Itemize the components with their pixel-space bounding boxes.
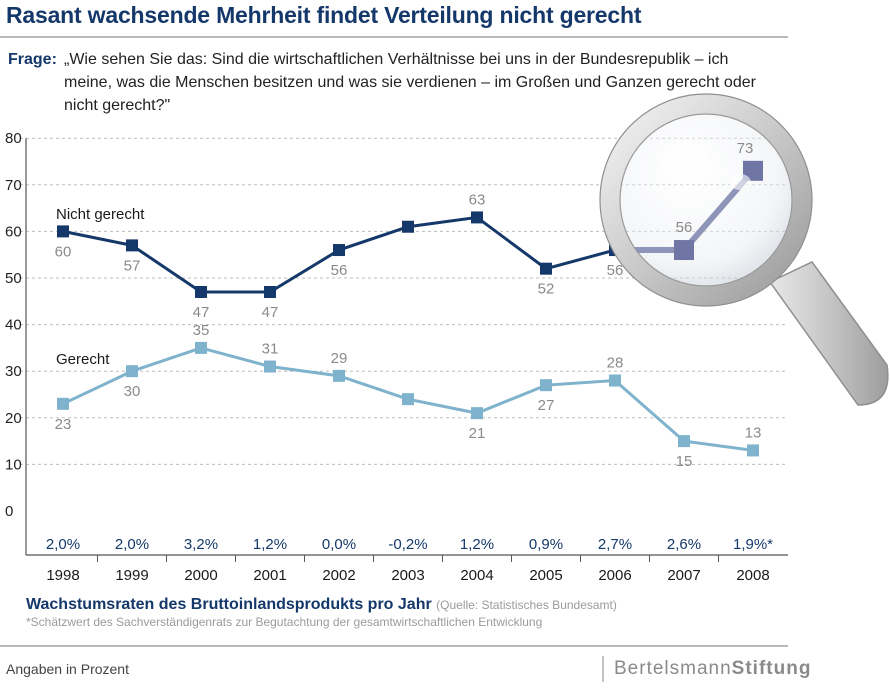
data-label: 63: [469, 191, 486, 208]
magnified-data-label: 56: [676, 219, 693, 236]
brand-logo: BertelsmannStiftung: [602, 656, 811, 682]
series-name-label: Gerecht: [56, 351, 110, 368]
growth-rate-label: 0,0%: [322, 536, 356, 553]
data-point: [195, 285, 207, 298]
x-tick-label: 1998: [46, 567, 79, 584]
data-label: 60: [55, 243, 72, 260]
footer-rule: [0, 645, 788, 647]
data-label: 47: [193, 304, 210, 321]
y-tick-label: 20: [5, 410, 22, 427]
page-title: Rasant wachsende Mehrheit findet Verteil…: [6, 2, 642, 28]
growth-rate-label: -0,2%: [388, 536, 427, 553]
data-point: [678, 435, 690, 448]
data-point: [747, 444, 759, 457]
x-tick-label: 2007: [667, 567, 700, 584]
data-label: 29: [331, 350, 348, 367]
brand-bold: Stiftung: [731, 658, 812, 679]
data-label: 13: [745, 424, 762, 441]
x-tick-label: 2003: [391, 567, 424, 584]
x-tick-label: 1999: [115, 567, 148, 584]
data-point: [195, 341, 207, 354]
y-tick-label: 30: [5, 363, 22, 380]
y-tick-label: 60: [5, 223, 22, 240]
growth-rate-label: 2,0%: [115, 536, 149, 553]
y-tick-label: 10: [5, 456, 22, 473]
data-point: [609, 374, 621, 387]
title-rule: [0, 36, 788, 38]
data-label: 52: [538, 281, 555, 298]
data-label: 28: [607, 355, 624, 372]
data-point: [126, 239, 138, 252]
x-tick-label: 2004: [460, 567, 493, 584]
x-tick-label: 2005: [529, 567, 562, 584]
data-point: [57, 397, 69, 410]
data-point: [333, 244, 345, 257]
growth-rate-label: 2,0%: [46, 536, 80, 553]
data-point: [402, 393, 414, 406]
data-label: 35: [193, 322, 210, 339]
growth-footnote: *Schätzwert des Sachverständigenrats zur…: [26, 615, 543, 629]
growth-source: (Quelle: Statistisches Bundesamt): [436, 598, 617, 612]
data-point: [540, 262, 552, 275]
magnified-data-point: [743, 160, 763, 181]
brand-light: Bertelsmann: [614, 658, 732, 679]
growth-rate-label: 1,9%*: [733, 536, 773, 553]
magnifier-icon: 56 73: [599, 93, 889, 406]
magnified-data-point: [674, 240, 694, 261]
data-point: [333, 369, 345, 382]
data-point: [264, 360, 276, 373]
data-label: 15: [676, 453, 693, 470]
data-label: 56: [607, 262, 624, 279]
line-chart: 0 10 20 30 40 50 60 70 80 60 57 47 47 56 63 52 56 Nicht …: [5, 93, 889, 584]
y-tick-label: 70: [5, 177, 22, 194]
data-label: 31: [262, 341, 279, 358]
data-point: [471, 407, 483, 420]
x-tick-label: 2000: [184, 567, 217, 584]
data-point: [471, 211, 483, 224]
growth-title-text: Wachstumsraten des Bruttoinlandsprodukts…: [26, 596, 432, 613]
series-name-label: Nicht gerecht: [56, 206, 145, 223]
y-tick-label: 80: [5, 130, 22, 147]
data-point: [540, 379, 552, 392]
data-label: 27: [538, 397, 555, 414]
x-tick-label: 2001: [253, 567, 286, 584]
data-point: [402, 220, 414, 233]
growth-rate-label: 0,9%: [529, 536, 563, 553]
data-label: 21: [469, 425, 486, 442]
data-label: 57: [124, 257, 141, 274]
growth-rate-label: 2,7%: [598, 536, 632, 553]
question-text: „Wie sehen Sie das: Sind die wirtschaftl…: [64, 51, 756, 114]
question-label: Frage:: [8, 51, 57, 68]
x-tick-label: 2008: [736, 567, 769, 584]
unit-note: Angaben in Prozent: [6, 661, 129, 677]
growth-rate-label: 1,2%: [460, 536, 494, 553]
data-label: 23: [55, 416, 72, 433]
data-point: [126, 365, 138, 378]
data-label: 56: [331, 262, 348, 279]
growth-rate-label: 1,2%: [253, 536, 287, 553]
data-point: [264, 285, 276, 298]
growth-rate-label: 3,2%: [184, 536, 218, 553]
data-label: 47: [262, 304, 279, 321]
data-label: 30: [124, 383, 141, 400]
y-tick-label: 50: [5, 270, 22, 287]
x-tick-label: 2006: [598, 567, 631, 584]
y-tick-label: 0: [5, 503, 13, 520]
growth-title: Wachstumsraten des Bruttoinlandsprodukts…: [26, 596, 617, 614]
x-tick-label: 2002: [322, 567, 355, 584]
data-point: [57, 225, 69, 238]
magnified-data-label: 73: [737, 140, 754, 157]
growth-rate-label: 2,6%: [667, 536, 701, 553]
y-tick-label: 40: [5, 317, 22, 334]
